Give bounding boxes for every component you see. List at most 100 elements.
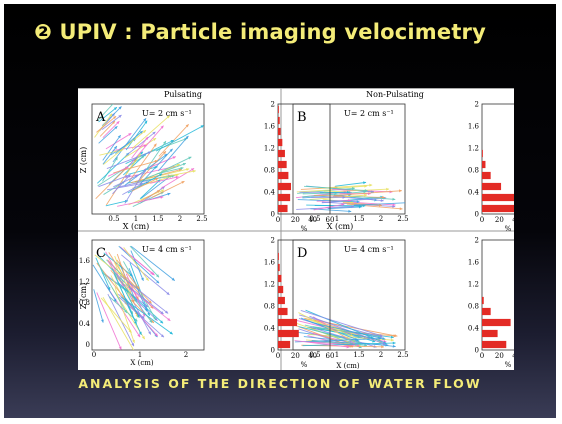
svg-text:2: 2 (379, 215, 383, 223)
vector-arrow (112, 117, 147, 163)
histogram-bar (278, 285, 284, 294)
vector-field-frame-d (292, 239, 406, 351)
vector-arrow (298, 312, 356, 343)
vector-arrow (96, 292, 122, 350)
svg-text:2.5: 2.5 (196, 215, 207, 223)
vector-arrowhead (113, 146, 117, 150)
vector-arrowhead (131, 342, 134, 347)
histogram-y-tick: 0.4 (468, 325, 480, 333)
vector-arrow (150, 176, 179, 184)
histogram-x-tick: 20 (291, 216, 300, 224)
histogram-x-tick: 40 (512, 352, 514, 360)
vector-arrow (137, 189, 161, 204)
vector-arrowhead (118, 115, 122, 118)
vector-arrow (308, 318, 354, 337)
vector-arrow (323, 188, 390, 193)
histogram-y-tick: 1.2 (264, 281, 275, 289)
vector-arrowhead (169, 148, 173, 152)
vector-arrow (115, 130, 144, 154)
vector-arrowhead (423, 201, 426, 204)
vector-arrowhead (141, 155, 145, 159)
vector-arrow (106, 151, 152, 169)
vector-arrowhead (359, 204, 362, 208)
svg-text:1: 1 (138, 351, 142, 359)
vector-arrow (294, 340, 350, 348)
histogram-frame (277, 103, 331, 215)
vector-arrow (140, 174, 172, 199)
histogram-x-tick: 40 (512, 216, 514, 224)
histogram-y-tick: 0.4 (468, 189, 480, 197)
vector-arrowhead (182, 162, 186, 166)
vector-arrow (95, 166, 129, 200)
histogram-bar (278, 329, 299, 338)
vector-arrow (321, 197, 387, 204)
column-title-pulsating: Pulsating (164, 90, 202, 99)
vector-arrowhead (164, 154, 168, 157)
histogram-x-tick: 0 (276, 352, 280, 360)
histogram-bar (482, 318, 511, 327)
svg-text:1.5: 1.5 (152, 215, 163, 223)
vector-arrowhead (382, 337, 386, 341)
vector-arrow (119, 275, 169, 314)
vector-arrow (93, 289, 104, 323)
vector-arrow (131, 136, 149, 159)
vector-arrowhead (118, 106, 122, 110)
histogram-y-tick: 0 (475, 211, 479, 219)
histogram-frame (277, 239, 331, 351)
vector-arrowhead (131, 299, 135, 303)
vector-arrow (353, 202, 405, 206)
column-title-nonpulsating: Non-Pulsating (366, 90, 424, 99)
vector-arrowhead (140, 277, 144, 281)
vector-field-frame-c (91, 239, 205, 351)
vector-arrowhead (144, 120, 148, 124)
vector-arrowhead (372, 339, 376, 343)
histogram-x-label: % (301, 361, 308, 369)
velocity-label-b: U= 2 cm s⁻¹ (344, 109, 394, 118)
vector-arrowhead (341, 203, 345, 207)
vector-arrowhead (386, 187, 390, 191)
histogram-bar (482, 193, 515, 202)
vector-arrowhead (357, 340, 361, 344)
svg-text:2: 2 (178, 215, 182, 223)
vector-arrow (98, 175, 129, 188)
vector-arrowhead (169, 331, 173, 335)
vector-arrow (125, 120, 148, 151)
vector-arrow (302, 191, 367, 198)
histogram-bar (278, 171, 289, 180)
vector-arrow (327, 206, 362, 210)
vector-arrowhead (392, 344, 396, 348)
vector-arrow (102, 296, 135, 350)
vector-arrowhead (144, 304, 149, 308)
vector-arrowhead (136, 314, 140, 318)
vector-arrow (130, 255, 155, 276)
histogram-bar (278, 307, 288, 316)
vector-arrowhead (147, 312, 151, 316)
vector-arrowhead (364, 343, 368, 347)
histogram-x-tick: 0 (480, 352, 484, 360)
histogram-a: 00.40.81.21.620 20 40 60% (264, 101, 335, 234)
vector-arrowhead (112, 116, 117, 120)
vector-arrowhead (394, 334, 398, 338)
histogram-y-tick: 1.2 (468, 281, 479, 289)
histogram-y-tick: 2 (475, 237, 479, 245)
vector-arrowhead (357, 335, 361, 339)
vector-arrowhead (143, 168, 147, 172)
vector-arrowhead (369, 183, 373, 187)
vector-arrow (112, 174, 131, 195)
vector-arrow (102, 145, 118, 165)
histogram-bar (482, 160, 486, 169)
vector-arrow (111, 268, 153, 324)
histogram-bar (278, 263, 280, 272)
vector-arrowhead (364, 193, 368, 197)
histogram-bar (482, 204, 532, 213)
vector-arrowhead (138, 331, 142, 335)
vector-arrow (135, 150, 167, 185)
vector-arrowhead (180, 166, 184, 170)
vector-arrowhead (154, 159, 158, 163)
vector-arrowhead (154, 333, 158, 337)
histogram-y-tick: 0 (271, 347, 275, 355)
vector-arrow (114, 255, 131, 295)
vector-arrow (111, 268, 137, 325)
vector-arrow (130, 168, 182, 184)
